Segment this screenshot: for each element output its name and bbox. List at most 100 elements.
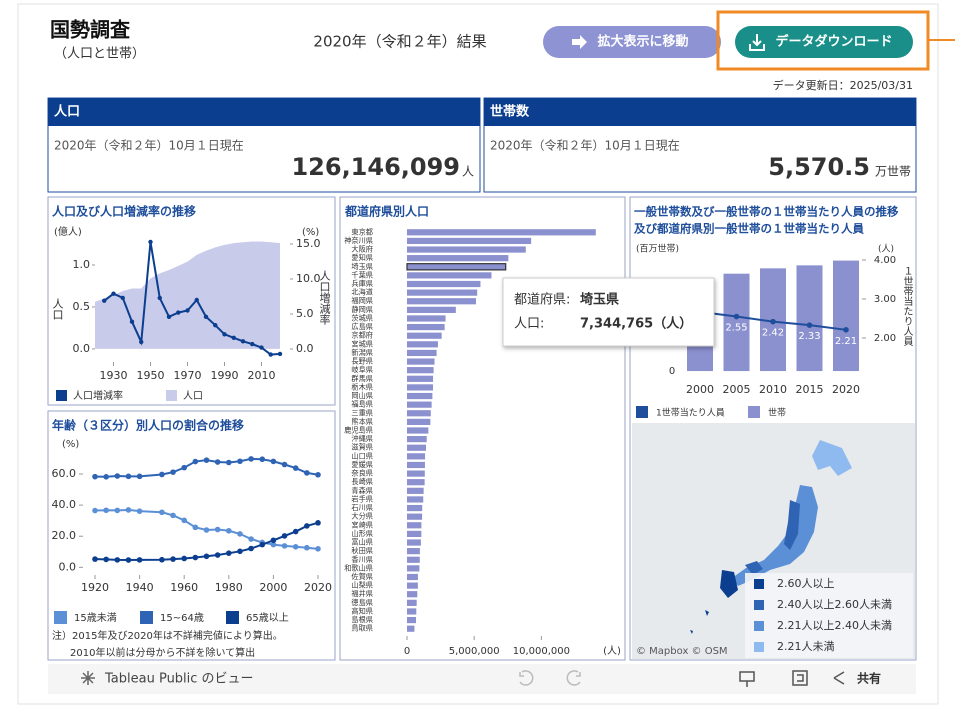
point (114, 473, 121, 479)
category-label: 山形県 (351, 529, 373, 538)
y-tick-label: 0.5 (73, 300, 91, 313)
point (226, 550, 232, 556)
point (120, 295, 125, 301)
point (111, 291, 116, 296)
legend-label: 2.21人未満 (777, 640, 835, 653)
point (185, 308, 190, 313)
bar (407, 410, 431, 417)
bar (407, 341, 438, 348)
undo-icon[interactable] (519, 670, 534, 686)
download-button[interactable] (735, 26, 913, 58)
y-tick-label: 60.0 (52, 467, 77, 480)
shikoku (745, 561, 763, 575)
bar (407, 599, 417, 606)
category-label: 島根県 (351, 615, 373, 624)
chart-title: 人口及び人口増減率の推移 (52, 204, 196, 219)
legend-label: 15~64歳 (160, 612, 204, 624)
bar (407, 323, 445, 331)
category-label: 佐賀県 (351, 572, 373, 581)
y2-tick-label: 5.0 (296, 307, 314, 320)
point (270, 458, 277, 465)
panel-header (484, 98, 916, 126)
legend-label: 15歳未満 (74, 612, 117, 624)
fullscreen-icon[interactable] (792, 670, 808, 686)
point (170, 556, 176, 562)
category-label: 高知県 (351, 606, 373, 615)
bar (407, 479, 425, 486)
y-tick-label: 0 (669, 366, 675, 377)
point (259, 541, 266, 548)
legend-label: 1世帯当たり人員 (656, 407, 725, 419)
point (136, 508, 143, 514)
bar (407, 470, 425, 477)
point (166, 314, 172, 319)
category-label: 香川県 (351, 555, 373, 564)
point (103, 474, 109, 480)
point (203, 314, 209, 319)
y-unit: (億人) (54, 225, 82, 238)
category-label: 宮城県 (351, 339, 373, 348)
y2-unit: (%) (302, 227, 319, 238)
zoom-button[interactable] (543, 26, 721, 58)
bar (407, 229, 596, 236)
x-tick-label: 1920 (81, 581, 109, 594)
legend-swatch (754, 621, 764, 631)
y2-tick-label: 10.0 (296, 272, 321, 285)
point (159, 471, 165, 478)
category-label: 滋賀県 (351, 443, 373, 452)
point (176, 310, 181, 315)
share-label[interactable]: 共有 (857, 671, 881, 686)
x-tick-label: 2015 (796, 383, 824, 396)
point (148, 239, 153, 245)
x-tick-label: 2000 (259, 581, 287, 594)
point (250, 341, 255, 347)
legend-swatch (226, 611, 239, 624)
bar (407, 375, 434, 382)
point (806, 322, 813, 328)
bar (407, 548, 420, 555)
bar (407, 358, 435, 365)
point (281, 543, 288, 549)
category-label: 栃木県 (351, 382, 373, 391)
tableau-icon (81, 671, 95, 685)
x-tick-label: 1980 (215, 581, 243, 594)
legend-label: 世帯 (768, 407, 786, 419)
toolbar-brand[interactable]: Tableau Public のビュー (104, 672, 254, 687)
map-credit: © Mapbox © OSM (636, 646, 728, 657)
y2-tick-label: 3.00 (874, 294, 896, 305)
point (181, 517, 187, 524)
category-label: 鳥取県 (351, 624, 373, 633)
bar (407, 530, 422, 538)
point (248, 536, 254, 542)
point (248, 456, 254, 462)
redo-icon[interactable] (566, 670, 581, 686)
toolbar-icons (519, 670, 845, 687)
bar (407, 573, 418, 581)
point (315, 471, 321, 478)
download-icon[interactable] (739, 671, 755, 687)
x-tick-label: 1930 (100, 369, 128, 382)
kpi-date: 2020年（令和２年）10月１日現在 (54, 138, 244, 153)
category-label: 岩手県 (351, 494, 373, 503)
category-label: 三重県 (351, 408, 373, 417)
x-tick-label: 2000 (686, 383, 714, 396)
x-tick-label: 1970 (174, 369, 202, 382)
legend-swatch (140, 611, 153, 624)
chart-title: 都道府県別人口 (344, 204, 429, 219)
bar (407, 496, 424, 503)
bar (407, 255, 509, 262)
tooltip-value: 7,344,765（人） (580, 316, 692, 332)
bar (407, 522, 422, 529)
tooltip-key: 人口: (514, 317, 544, 332)
y-tick-label: 20.0 (52, 529, 77, 542)
point (203, 553, 210, 560)
category-label: 鹿児島県 (344, 426, 373, 435)
toolbar (48, 664, 916, 694)
bar (407, 237, 532, 245)
category-label: 山梨県 (351, 581, 373, 590)
bar (407, 427, 429, 434)
category-label: 大阪府 (351, 245, 373, 254)
share-icon[interactable] (833, 671, 845, 685)
y-tick-label: 0.0 (59, 560, 77, 573)
category-label: 千葉県 (351, 270, 373, 279)
